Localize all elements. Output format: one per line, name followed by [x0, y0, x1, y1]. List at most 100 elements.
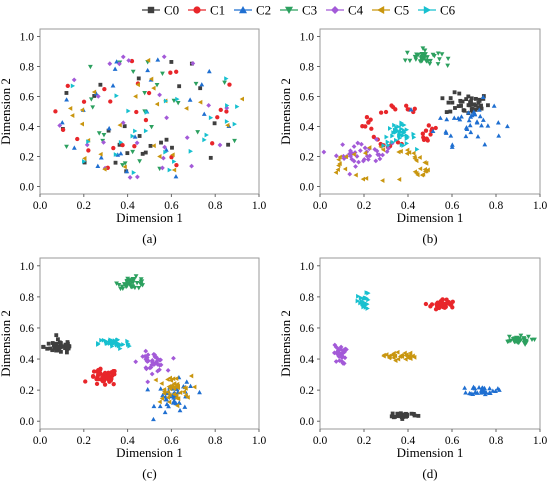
point-c3	[404, 50, 410, 56]
y-tick-label: 1.0	[20, 32, 35, 44]
point-c4	[357, 148, 363, 153]
point-c3	[87, 64, 93, 70]
point-c4	[152, 354, 158, 360]
point-c0	[395, 411, 400, 416]
point-c5	[363, 175, 369, 181]
point-c0	[470, 107, 475, 111]
point-c5	[381, 352, 386, 358]
point-c0	[125, 151, 130, 156]
legend-label: C5	[394, 3, 409, 18]
point-c1	[91, 369, 97, 374]
point-c3	[101, 133, 107, 138]
point-c1	[364, 115, 370, 120]
point-c3	[122, 161, 128, 166]
point-c4	[171, 355, 176, 361]
point-c1	[109, 376, 114, 382]
point-c1	[134, 109, 139, 115]
x-axis-label: Dimension 1	[116, 445, 183, 460]
x-tick-label: 0.0	[313, 435, 328, 447]
point-c5	[79, 107, 85, 113]
point-c3	[521, 337, 527, 342]
y-tick-label: 0.4	[20, 122, 35, 134]
point-c5	[336, 157, 341, 163]
point-c6	[358, 295, 364, 301]
point-c4	[386, 145, 391, 151]
scatter-points	[53, 54, 244, 180]
point-c6	[235, 104, 240, 110]
point-c1	[83, 379, 88, 384]
y-tick-label: 0.8	[300, 292, 315, 304]
point-c5	[398, 148, 403, 154]
x-tick-label: 1.0	[252, 435, 267, 447]
point-c4	[149, 371, 155, 377]
y-tick-label: 0.0	[300, 416, 315, 428]
point-c3	[121, 282, 127, 287]
point-c5	[362, 150, 368, 156]
legend-label: C2	[256, 3, 271, 18]
point-c0	[65, 340, 70, 344]
point-c2	[462, 385, 468, 390]
point-c5	[161, 387, 167, 392]
point-c2	[479, 385, 485, 390]
point-c6	[224, 119, 230, 124]
point-c2	[463, 133, 469, 139]
plot-frame	[39, 28, 260, 195]
point-c0	[402, 412, 407, 417]
point-c4	[160, 155, 166, 161]
point-c2	[475, 134, 481, 139]
point-c0	[177, 84, 182, 89]
point-c2	[163, 147, 169, 152]
point-c4	[336, 354, 342, 359]
panel-label: (b)	[422, 231, 437, 246]
point-c6	[411, 134, 417, 140]
point-c1	[210, 141, 215, 146]
point-c5	[183, 385, 188, 391]
point-c0	[476, 101, 481, 105]
point-c1	[424, 136, 429, 141]
point-c5	[198, 99, 203, 105]
x-tick-label: 1.0	[533, 435, 548, 447]
point-c0	[389, 414, 394, 419]
point-c4	[374, 136, 379, 142]
point-c0	[409, 411, 414, 416]
point-c0	[477, 105, 482, 110]
point-c1	[404, 103, 409, 108]
point-c0	[64, 350, 69, 355]
point-c4	[334, 349, 340, 355]
point-c2	[201, 111, 207, 116]
point-c5	[170, 376, 176, 382]
point-c3	[430, 52, 436, 58]
point-c0	[57, 340, 62, 345]
point-c4	[348, 148, 353, 154]
point-c5	[174, 376, 179, 381]
point-c6	[133, 128, 138, 134]
point-c6	[208, 115, 214, 121]
point-c1	[95, 372, 101, 378]
point-c1	[65, 83, 70, 89]
point-c2	[145, 67, 151, 73]
point-c6	[175, 96, 180, 102]
point-c3	[510, 337, 516, 342]
point-c6	[118, 139, 124, 145]
point-c5	[360, 176, 366, 182]
point-c6	[163, 149, 168, 155]
point-c4	[206, 103, 212, 108]
point-c2	[478, 388, 484, 393]
point-c5	[174, 395, 179, 401]
point-c4	[120, 120, 126, 126]
point-c0	[400, 412, 405, 417]
y-tick-label: 0.0	[300, 182, 315, 194]
point-c4	[359, 141, 364, 147]
legend-marker-triangle-left	[377, 6, 385, 14]
point-c2	[444, 116, 450, 122]
point-c2	[476, 107, 482, 112]
point-c6	[388, 126, 393, 131]
point-c6	[355, 298, 360, 304]
point-c5	[167, 392, 172, 398]
point-c1	[53, 109, 58, 114]
point-c5	[333, 170, 338, 175]
point-c0	[48, 346, 53, 351]
point-c3	[422, 52, 428, 58]
point-c0	[66, 344, 71, 348]
x-axis-label: Dimension 1	[397, 445, 464, 460]
